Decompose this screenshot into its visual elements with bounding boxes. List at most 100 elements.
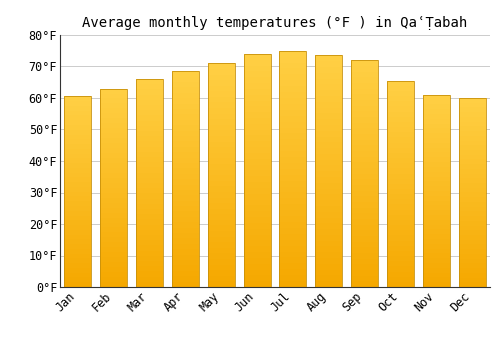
Bar <box>387 80 414 287</box>
Bar <box>351 196 378 202</box>
Bar <box>351 66 378 71</box>
Bar <box>458 155 485 159</box>
Bar <box>64 177 92 182</box>
Bar <box>64 244 92 249</box>
Bar <box>387 204 414 210</box>
Bar <box>458 174 485 178</box>
Bar <box>136 147 163 152</box>
Bar <box>100 228 127 232</box>
Bar <box>244 159 270 164</box>
Bar <box>316 212 342 218</box>
Bar <box>316 258 342 264</box>
Bar <box>280 133 306 139</box>
Bar <box>387 261 414 266</box>
Bar <box>244 118 270 124</box>
Bar <box>458 221 485 225</box>
Bar <box>136 131 163 136</box>
Bar <box>64 278 92 282</box>
Bar <box>100 282 127 287</box>
Bar <box>100 163 127 168</box>
Bar <box>136 152 163 157</box>
Bar <box>244 205 270 211</box>
Bar <box>351 270 378 276</box>
Bar <box>244 95 270 100</box>
Bar <box>316 73 342 79</box>
Bar <box>458 282 485 287</box>
Bar <box>64 154 92 158</box>
Bar <box>351 174 378 179</box>
Bar <box>136 219 163 225</box>
Bar <box>316 131 342 137</box>
Bar <box>172 147 199 152</box>
Bar <box>136 116 163 121</box>
Bar <box>172 201 199 206</box>
Bar <box>458 98 485 103</box>
Bar <box>64 101 92 106</box>
Bar <box>100 223 127 228</box>
Bar <box>458 263 485 268</box>
Bar <box>351 168 378 174</box>
Bar <box>351 179 378 185</box>
Bar <box>423 215 450 220</box>
Bar <box>280 246 306 252</box>
Bar <box>172 244 199 249</box>
Bar <box>280 92 306 98</box>
Bar <box>64 134 92 139</box>
Bar <box>458 244 485 249</box>
Bar <box>100 212 127 218</box>
Bar <box>136 141 163 147</box>
Bar <box>423 119 450 124</box>
Bar <box>387 251 414 256</box>
Bar <box>172 152 199 158</box>
Bar <box>280 198 306 204</box>
Bar <box>387 215 414 220</box>
Bar <box>208 225 234 231</box>
Bar <box>244 275 270 281</box>
Bar <box>351 202 378 208</box>
Bar <box>387 189 414 194</box>
Bar <box>100 118 127 123</box>
Bar <box>136 235 163 240</box>
Bar <box>64 163 92 168</box>
Bar <box>280 193 306 198</box>
Bar <box>208 181 234 186</box>
Bar <box>244 71 270 77</box>
Bar <box>423 229 450 234</box>
Bar <box>244 217 270 223</box>
Bar <box>387 272 414 277</box>
Bar <box>136 251 163 256</box>
Bar <box>387 96 414 101</box>
Bar <box>172 98 199 104</box>
Bar <box>208 125 234 131</box>
Bar <box>458 249 485 254</box>
Bar <box>316 270 342 275</box>
Bar <box>136 261 163 266</box>
Bar <box>136 204 163 209</box>
Bar <box>351 156 378 162</box>
Bar <box>244 54 270 287</box>
Bar <box>423 109 450 114</box>
Bar <box>64 149 92 154</box>
Bar <box>208 103 234 108</box>
Bar <box>316 218 342 223</box>
Bar <box>423 248 450 253</box>
Bar <box>316 264 342 270</box>
Bar <box>136 209 163 214</box>
Bar <box>351 213 378 219</box>
Bar <box>280 252 306 258</box>
Bar <box>208 63 234 69</box>
Bar <box>458 159 485 164</box>
Bar <box>136 194 163 199</box>
Bar <box>387 91 414 96</box>
Bar <box>244 89 270 95</box>
Bar <box>458 254 485 259</box>
Bar <box>316 61 342 67</box>
Bar <box>280 204 306 210</box>
Bar <box>136 240 163 245</box>
Title: Average monthly temperatures (°F ) in QaʿṬabah: Average monthly temperatures (°F ) in Qa… <box>82 16 468 30</box>
Bar <box>423 244 450 248</box>
Bar <box>100 237 127 242</box>
Bar <box>387 168 414 174</box>
Bar <box>458 197 485 202</box>
Bar <box>280 269 306 275</box>
